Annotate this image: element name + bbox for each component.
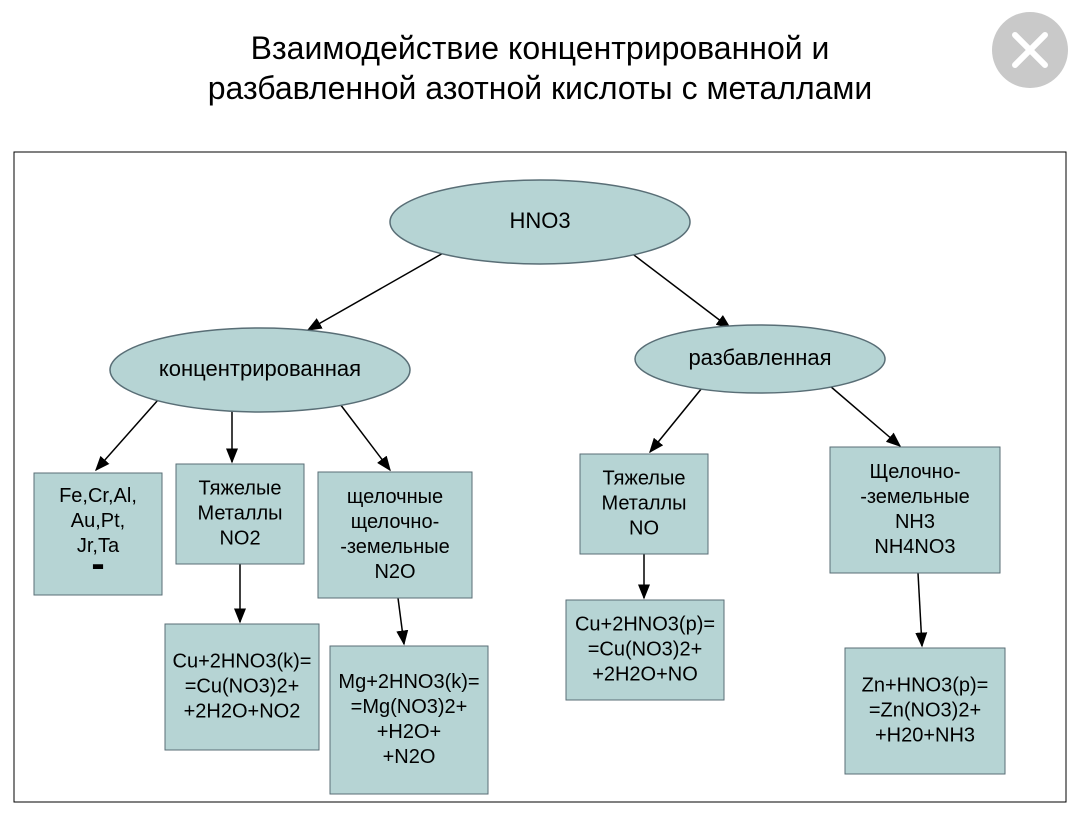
box-b7 [330,646,488,794]
edge-conc-b3 [340,404,390,470]
edge-root-conc [308,252,445,330]
edge-dil-b4 [650,388,702,452]
box-label-b9: Zn+HNO3(p)==Zn(NO3)2++H20+NH3 [862,675,989,747]
diagram-canvas: HNO3концентрированнаяразбавленнаяFe,Cr,A… [0,0,1080,818]
box-label-b8: Cu+2HNO3(p)==Cu(NO3)2++2H2O+NO [575,614,715,686]
ellipse-label-root: HNO3 [509,208,570,233]
edge-b3-b7 [398,598,404,644]
edge-dil-b5 [830,386,900,446]
ellipse-label-conc: концентрированная [159,356,361,381]
edge-conc-b1 [96,400,158,470]
ellipse-label-dil: разбавленная [688,345,831,370]
edge-b5-b9 [918,573,922,646]
box-label-b6: Cu+2HNO3(k)==Cu(NO3)2++2H2O+NO2 [173,651,312,723]
edge-root-dil [630,252,730,328]
